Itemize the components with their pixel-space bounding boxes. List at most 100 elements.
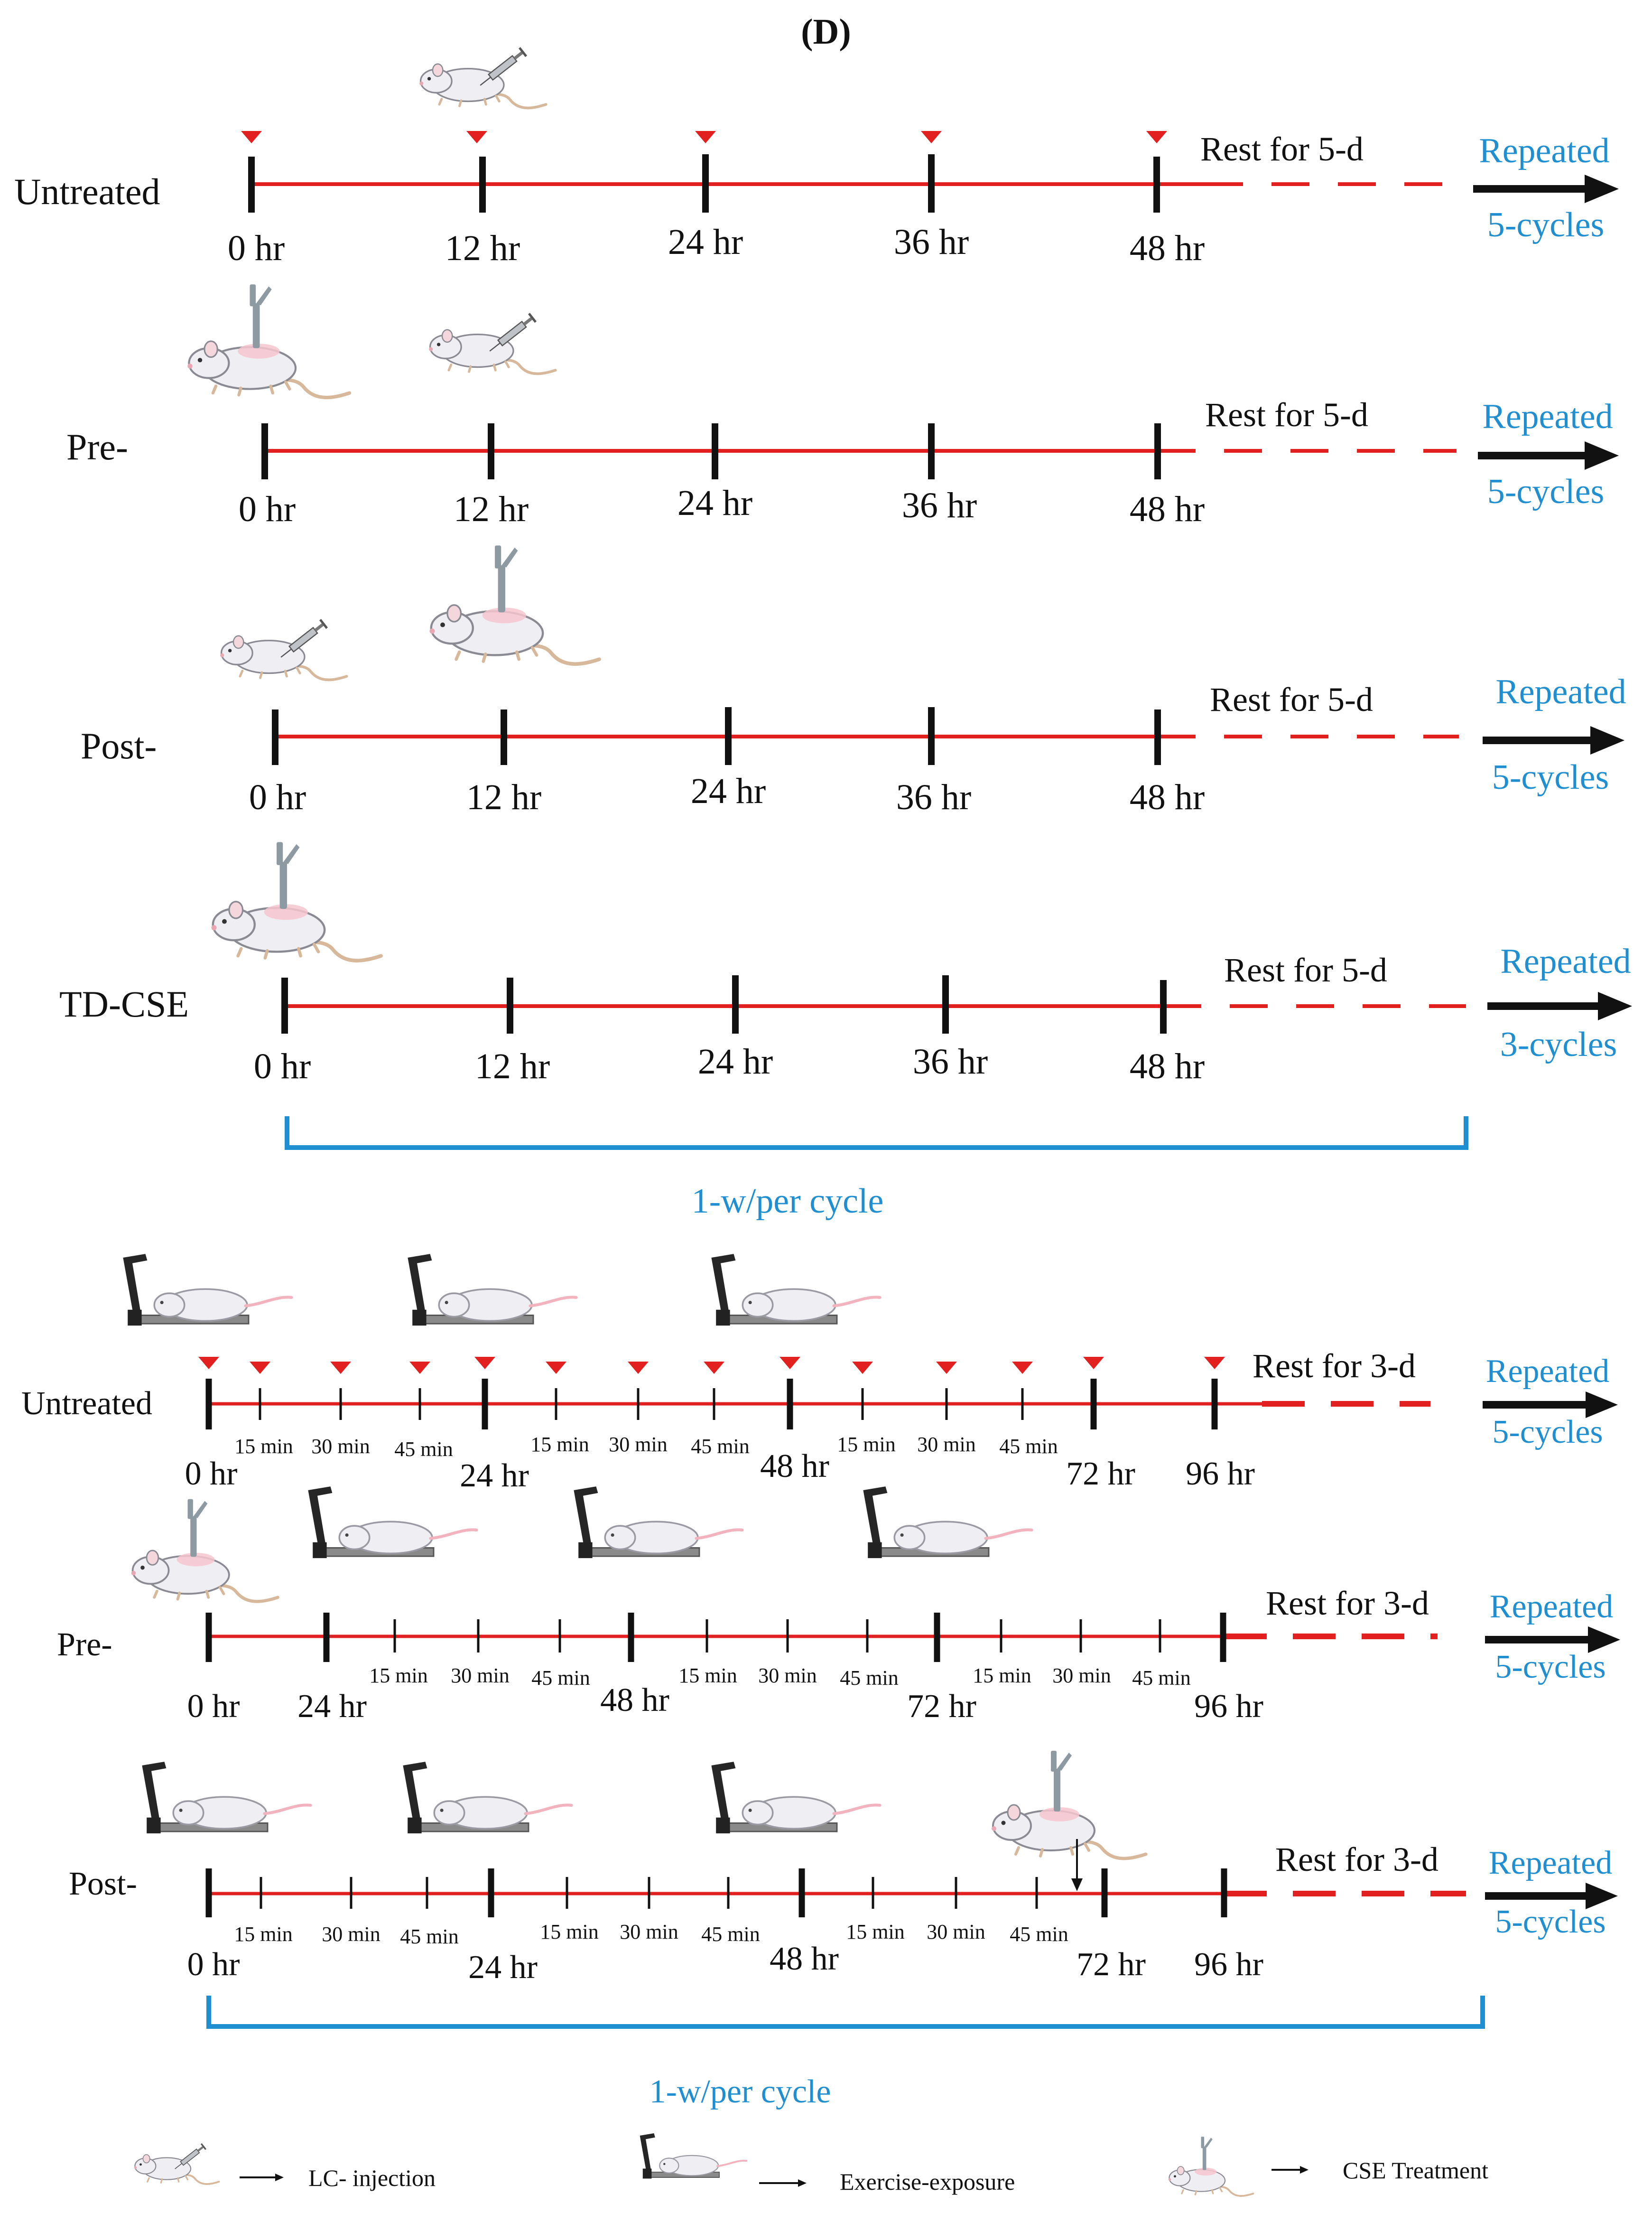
repeated-label: Repeated bbox=[1500, 942, 1631, 981]
observation-marker bbox=[936, 1362, 957, 1374]
cycles-label: 5-cycles bbox=[1495, 1904, 1606, 1940]
legend: LC- injection Exercise-exposure CSE Trea… bbox=[134, 2133, 1488, 2196]
minute-label: 45 min bbox=[691, 1435, 749, 1458]
exercise-exposure-icon bbox=[863, 1486, 1031, 1558]
repeated-label: Repeated bbox=[1486, 1353, 1609, 1390]
tick-label: 0 hr bbox=[187, 1946, 240, 1983]
tick-label: 48 hr bbox=[1130, 777, 1205, 817]
tick-label: 72 hr bbox=[907, 1688, 976, 1725]
cse-treatment-icon bbox=[212, 842, 381, 961]
minute-label: 15 min bbox=[973, 1664, 1031, 1687]
cse-pointer-arrowhead bbox=[1071, 1878, 1083, 1891]
tick-label: 36 hr bbox=[902, 485, 977, 525]
tick-label: 24 hr bbox=[691, 771, 766, 811]
tick-label: 48 hr bbox=[600, 1682, 669, 1718]
exercise-exposure-icon bbox=[408, 1254, 576, 1326]
exercise-exposure-icon bbox=[142, 1762, 310, 1833]
row-label: TD-CSE bbox=[59, 983, 189, 1025]
observation-marker bbox=[330, 1362, 351, 1374]
observation-marker bbox=[241, 131, 262, 143]
minute-label: 15 min bbox=[846, 1920, 904, 1943]
minute-label: 30 min bbox=[758, 1664, 817, 1687]
repeated-label: Repeated bbox=[1479, 131, 1609, 170]
observation-marker bbox=[546, 1362, 566, 1374]
row-label: Pre- bbox=[66, 426, 128, 467]
row-label: Post- bbox=[81, 725, 157, 766]
tick-label: 48 hr bbox=[770, 1941, 839, 1977]
minute-label: 30 min bbox=[311, 1435, 370, 1458]
observation-marker bbox=[250, 1362, 270, 1374]
observation-marker bbox=[409, 1362, 430, 1374]
row-label: Untreated bbox=[21, 1385, 152, 1422]
observation-marker bbox=[628, 1362, 649, 1374]
minute-label: 30 min bbox=[1052, 1664, 1111, 1687]
tick-label: 36 hr bbox=[896, 777, 971, 817]
minute-label: 45 min bbox=[531, 1666, 590, 1690]
legend-arrowhead bbox=[798, 2179, 807, 2187]
lc-injection-icon bbox=[429, 313, 556, 373]
row-label: Post- bbox=[69, 1866, 137, 1902]
minute-label: 15 min bbox=[369, 1664, 427, 1687]
tick-label: 12 hr bbox=[466, 777, 541, 817]
repeat-arrowhead bbox=[1586, 1391, 1618, 1418]
top-row-pre: Pre- 0 hr 12 hr 24 hr 36 hr 48 hr Rest f… bbox=[66, 284, 1619, 529]
tick-label: 36 hr bbox=[913, 1042, 988, 1082]
top-row-td-cse: TD-CSE 0 hr 12 hr 24 hr 36 hr 48 hr Rest… bbox=[59, 842, 1632, 1086]
exercise-exposure-icon bbox=[403, 1762, 571, 1833]
exercise-exposure-icon bbox=[308, 1486, 476, 1558]
minute-label: 30 min bbox=[451, 1664, 509, 1687]
tick-label: 72 hr bbox=[1077, 1946, 1146, 1983]
minute-label: 15 min bbox=[530, 1433, 589, 1456]
repeated-label: Repeated bbox=[1495, 672, 1626, 711]
tick-label: 0 hr bbox=[239, 489, 296, 529]
minute-label: 45 min bbox=[840, 1666, 898, 1690]
legend-arrowhead bbox=[275, 2174, 284, 2181]
tick-label: 24 hr bbox=[460, 1457, 529, 1494]
lc-injection-icon bbox=[134, 2143, 219, 2184]
tick-label: 48 hr bbox=[1130, 489, 1205, 529]
rest-label: Rest for 5-d bbox=[1224, 951, 1387, 989]
repeated-label: Repeated bbox=[1490, 1588, 1613, 1625]
cycles-label: 5-cycles bbox=[1495, 1649, 1606, 1685]
observation-marker bbox=[1146, 131, 1167, 143]
repeated-label: Repeated bbox=[1489, 1845, 1612, 1881]
minute-label: 45 min bbox=[1132, 1666, 1190, 1690]
minute-label: 30 min bbox=[917, 1433, 975, 1456]
rest-label: Rest for 3-d bbox=[1253, 1347, 1416, 1385]
cse-treatment-icon bbox=[131, 1499, 278, 1602]
row-label: Untreated bbox=[14, 171, 160, 212]
tick-label: 36 hr bbox=[894, 222, 969, 262]
cycle-bracket-label: 1-w/per cycle bbox=[692, 1182, 884, 1221]
tick-label: 0 hr bbox=[254, 1046, 311, 1086]
row-label: Pre- bbox=[57, 1626, 112, 1663]
cycles-label: 5-cycles bbox=[1487, 205, 1605, 244]
cse-treatment-icon bbox=[1169, 2137, 1253, 2196]
lc-injection-icon bbox=[220, 619, 346, 680]
cycles-label: 5-cycles bbox=[1492, 758, 1609, 797]
cycle-bracket-label: 1-w/per cycle bbox=[650, 2073, 831, 2110]
tick-label: 24 hr bbox=[297, 1688, 367, 1725]
minute-label: 30 min bbox=[927, 1920, 985, 1943]
tick-label: 24 hr bbox=[678, 483, 752, 523]
legend-label-exercise: Exercise-exposure bbox=[840, 2168, 1015, 2195]
minute-label: 45 min bbox=[999, 1435, 1058, 1458]
cycle-bracket bbox=[285, 1116, 1468, 1150]
tick-label: 96 hr bbox=[1186, 1456, 1255, 1492]
cycles-label: 5-cycles bbox=[1487, 472, 1605, 511]
observation-marker bbox=[1083, 1357, 1104, 1369]
observation-marker bbox=[780, 1357, 800, 1369]
cse-treatment-icon bbox=[430, 545, 600, 664]
tick-label: 12 hr bbox=[445, 228, 520, 268]
minute-label: 30 min bbox=[620, 1920, 678, 1943]
repeat-arrowhead bbox=[1585, 441, 1619, 470]
rest-label: Rest for 5-d bbox=[1205, 396, 1368, 434]
top-row-post: Post- 0 hr 12 hr 24 hr 36 hr 48 hr Rest … bbox=[81, 545, 1626, 817]
repeat-arrowhead bbox=[1598, 992, 1632, 1020]
top-row-untreated: Untreated 0 hr 12 hr 24 hr 36 hr 48 hr R… bbox=[14, 47, 1619, 268]
tick-label: 0 hr bbox=[249, 777, 306, 817]
observation-marker bbox=[1012, 1362, 1033, 1374]
observation-marker bbox=[921, 131, 942, 143]
minute-label: 15 min bbox=[678, 1664, 737, 1687]
cse-treatment-icon bbox=[992, 1751, 1146, 1858]
